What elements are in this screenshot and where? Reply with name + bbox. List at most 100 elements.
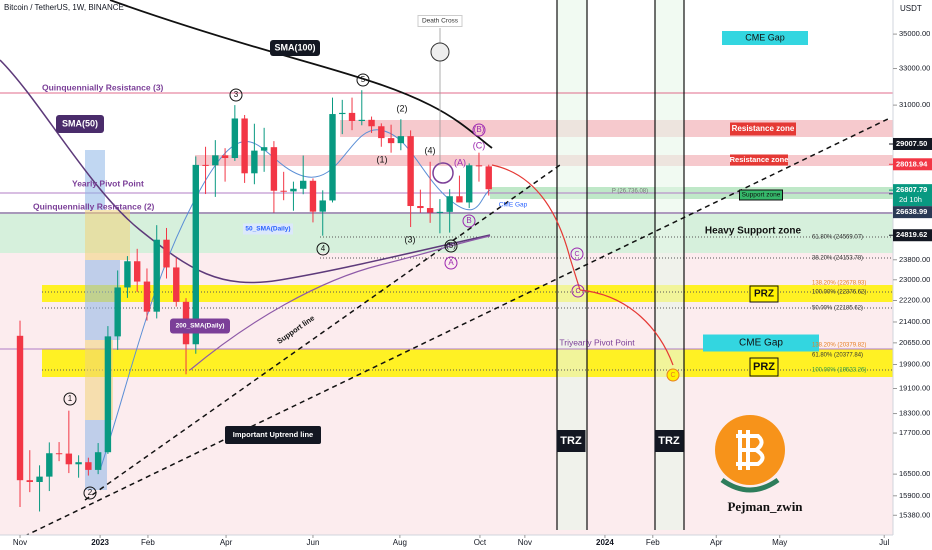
annotation: PRZ xyxy=(753,361,775,373)
candle-body xyxy=(212,155,219,166)
candle-body xyxy=(368,119,375,127)
wave-circle xyxy=(63,392,77,406)
candle-body xyxy=(143,281,151,312)
heavy-support-band xyxy=(0,212,893,253)
wave-label: 1 xyxy=(68,394,73,403)
annotation: Heavy Support zone xyxy=(705,226,802,237)
candle-body xyxy=(251,150,258,174)
cross-marker xyxy=(432,162,454,184)
wave-circle xyxy=(83,486,97,500)
candle-body xyxy=(114,287,121,337)
wave-circle xyxy=(666,368,680,382)
candle-body xyxy=(407,136,414,207)
price-badge-label: 26638.99 xyxy=(896,207,927,216)
sma-100 xyxy=(109,0,493,149)
price-axis xyxy=(893,0,932,550)
x-tick-label: Jul xyxy=(879,538,889,547)
wave-label: (B) xyxy=(474,125,485,134)
candle-body xyxy=(397,136,405,144)
annotation: Quinquennially Resistance (2) xyxy=(33,201,155,211)
wave-circle xyxy=(229,88,243,102)
wave-circle xyxy=(570,247,584,261)
candle-body xyxy=(456,196,463,203)
wave-circle xyxy=(356,73,370,87)
annotation: 61.80% (24569.07) xyxy=(812,235,863,241)
bitcoin-glyph xyxy=(736,430,765,470)
annotation-box xyxy=(654,430,684,452)
annotation-box xyxy=(703,334,819,352)
price-badge xyxy=(893,158,932,171)
annotation: 61.80% (20377.84) xyxy=(812,353,863,359)
annotation-box xyxy=(739,189,783,201)
candle-body xyxy=(133,261,141,282)
wave-label: B xyxy=(466,216,471,225)
annotation: Pejman_zwin xyxy=(727,499,803,514)
wave-circle xyxy=(462,214,476,228)
candle-body xyxy=(260,147,268,151)
price-badge-label: 26807.79 xyxy=(896,185,927,194)
wave-circle xyxy=(444,239,458,253)
price-badge xyxy=(893,137,932,150)
candle-body xyxy=(55,453,63,455)
candle-body xyxy=(36,476,43,482)
annotation: CME Gap xyxy=(745,32,785,42)
candle-body xyxy=(387,138,395,144)
resistance-band xyxy=(340,120,893,137)
annotation: SMA(50) xyxy=(62,118,98,128)
annotation: 100.00% (19523.26) xyxy=(812,368,866,374)
annotation-box xyxy=(270,40,320,56)
price-badge-label: 29007.50 xyxy=(896,139,927,148)
price-badge xyxy=(893,184,932,207)
annotation: TRZ xyxy=(658,435,680,447)
candle-body xyxy=(378,126,385,139)
candle-body xyxy=(270,147,278,191)
candle-body xyxy=(26,480,33,482)
skull-icon xyxy=(430,42,450,62)
annotation-box xyxy=(749,285,779,303)
y-tick-label: 19900.00 xyxy=(899,359,930,368)
candle-body xyxy=(65,453,73,465)
annotation: Important Uptrend line xyxy=(233,430,313,439)
x-tick-label: 2024 xyxy=(596,538,614,547)
annotation: SMA(100) xyxy=(274,42,315,52)
projection-arrow xyxy=(579,289,674,366)
countdown: 2d 10h xyxy=(899,195,922,204)
x-tick-label: Oct xyxy=(474,538,487,547)
candle-body xyxy=(221,155,229,159)
annotation: (2) xyxy=(397,103,408,113)
annotation: (3) xyxy=(405,234,416,244)
wave-label: 4 xyxy=(321,244,326,253)
y-tick-label: 20650.00 xyxy=(899,338,930,347)
logo-ribbon xyxy=(720,477,780,493)
sma-200-daily xyxy=(189,235,491,371)
y-tick-label: 35000.00 xyxy=(899,29,930,38)
wave-label: A xyxy=(448,258,454,267)
candle-body xyxy=(163,239,170,268)
x-tick-label: Apr xyxy=(220,538,233,547)
candle-body xyxy=(94,452,102,470)
wave-label: 2 xyxy=(88,488,93,497)
candle-body xyxy=(436,211,444,213)
x-tick-label: Apr xyxy=(710,538,723,547)
annotation-box xyxy=(170,318,230,334)
candle-body xyxy=(485,166,492,190)
candle-body xyxy=(85,462,92,470)
annotation: Support zone xyxy=(742,192,781,199)
candle-body xyxy=(46,453,53,477)
annotation: PRZ xyxy=(754,289,774,300)
candle-body xyxy=(173,267,180,302)
annotation-box xyxy=(730,122,796,136)
x-tick-label: Nov xyxy=(13,538,27,547)
y-tick-label: 33000.00 xyxy=(899,64,930,73)
y-tick-label: 19100.00 xyxy=(899,383,930,392)
wave-label: 5 xyxy=(361,75,366,84)
wave-label: 3 xyxy=(234,90,239,99)
projection-arrow xyxy=(491,164,571,259)
wave-circle xyxy=(571,284,585,298)
candle-body xyxy=(309,180,317,212)
candle-body xyxy=(153,239,160,312)
annotation: TRZ xyxy=(560,435,582,447)
candle-body xyxy=(446,196,453,212)
x-tick-label: 2023 xyxy=(91,538,109,547)
